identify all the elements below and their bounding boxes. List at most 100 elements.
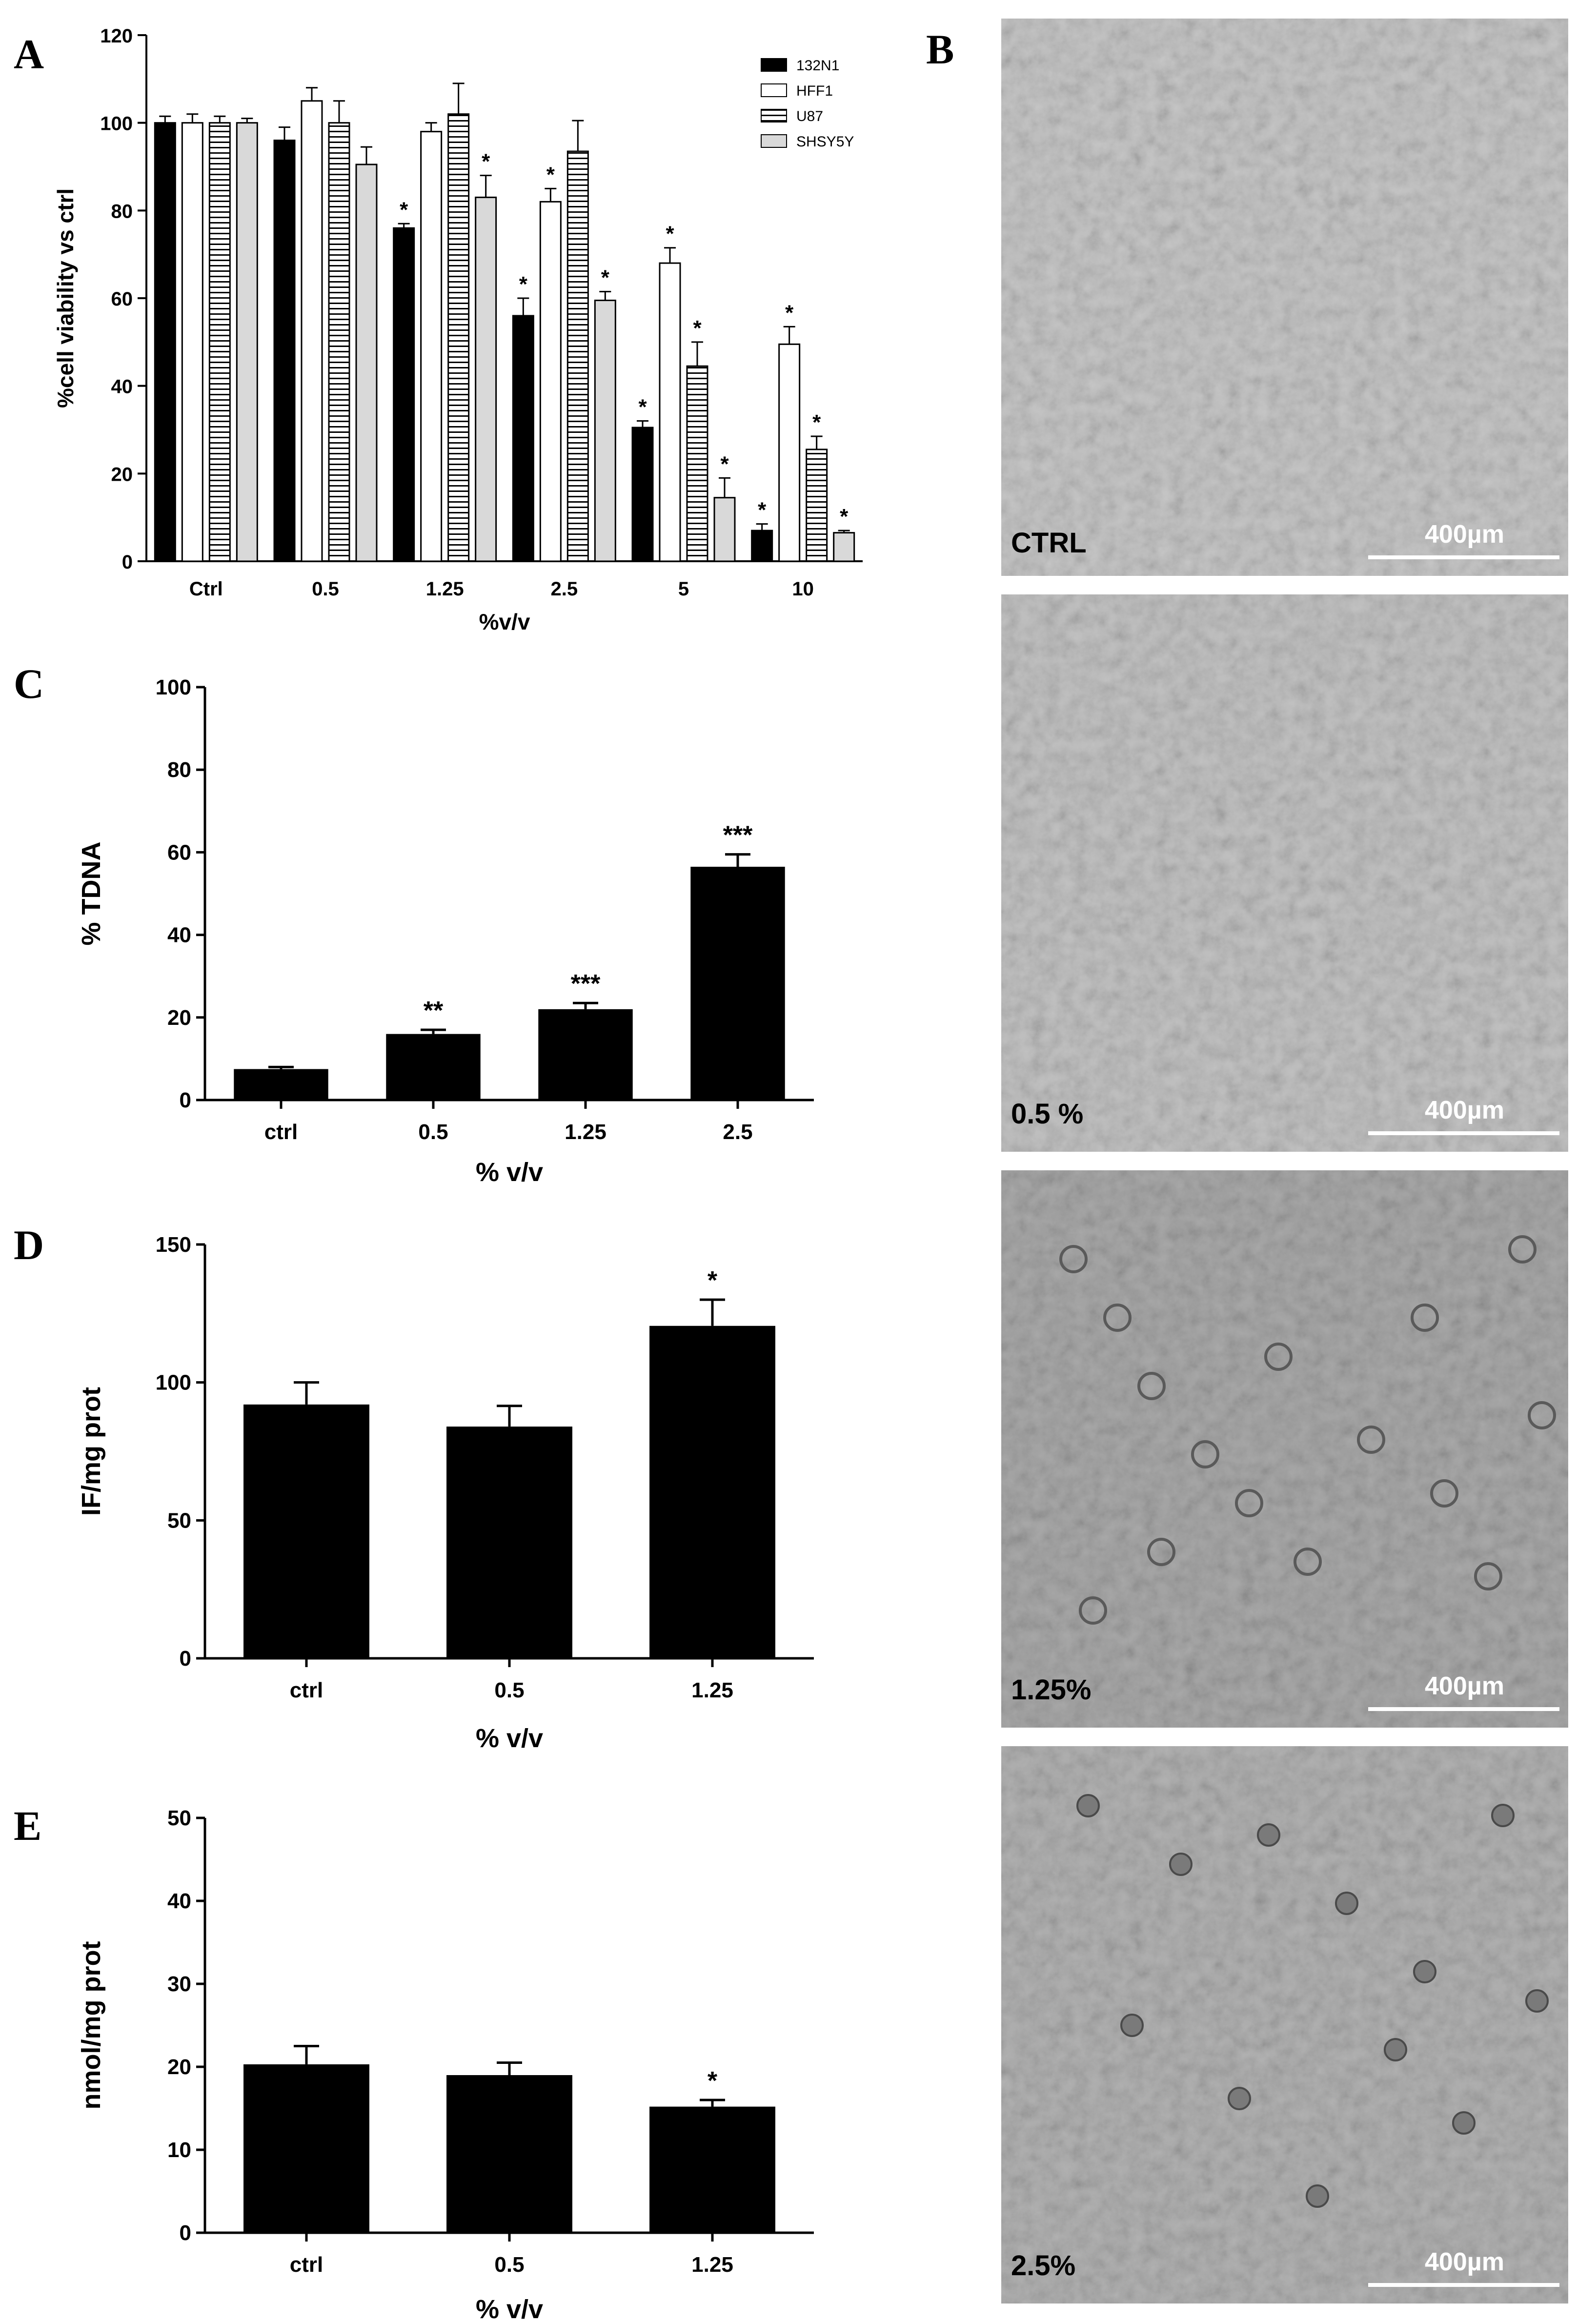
x-tick-label: 1.25 — [691, 2253, 733, 2277]
significance-mark: * — [812, 410, 821, 434]
y-tick-label: 0 — [122, 551, 133, 573]
bar — [243, 1404, 369, 1658]
legend-label: HFF1 — [796, 83, 833, 99]
legend-swatch — [761, 109, 787, 122]
chart-e-nmol: 0 10 20 30 40 50 nmol/mg prot % v/v ctrl 0.5 1.25 * — [77, 1806, 814, 2324]
bar — [539, 201, 562, 562]
micrograph-2-5-image — [1001, 1746, 1568, 2304]
y-tick-label: 40 — [167, 923, 191, 947]
bar — [208, 122, 231, 562]
micrograph-1-25-image — [1001, 1170, 1568, 1728]
y-tick-label: 20 — [167, 1006, 191, 1030]
micrograph-0-5-image — [1001, 594, 1568, 1152]
bar — [386, 1034, 481, 1100]
bar — [446, 2075, 572, 2233]
legend-swatch — [761, 134, 787, 148]
x-axis-label: % v/v — [476, 2295, 543, 2324]
scale-bar-label: 400µm — [1425, 520, 1504, 549]
scale-bar-label: 400µm — [1425, 2248, 1504, 2276]
bar — [393, 227, 415, 562]
x-tick-label: Ctrl — [189, 578, 223, 600]
x-tick-label: 0.5 — [494, 1678, 524, 1702]
bar — [751, 530, 773, 562]
micrograph-ctrl: CTRL 400µm — [1001, 19, 1568, 576]
chart-c-tdna: 0 20 40 60 80 100 % TDNA % v/v ctrl 0.5 ** 1.25 *** 2… — [77, 675, 814, 1187]
micrograph-1-25: 1.25% 400µm — [1001, 1170, 1568, 1728]
legend-label: 132N1 — [796, 58, 839, 74]
significance-mark: * — [785, 301, 794, 325]
bar — [686, 365, 708, 562]
x-tick-label: 1.25 — [691, 1678, 733, 1702]
y-tick-label: 0 — [180, 2221, 191, 2245]
rounded-cells — [1076, 1794, 1549, 2208]
scale-bar-label: 400µm — [1425, 1672, 1504, 1700]
y-tick-label: 50 — [167, 1806, 191, 1830]
bar — [806, 448, 828, 562]
bar — [594, 299, 616, 562]
y-axis-label: IF/mg prot — [77, 1387, 106, 1516]
x-tick-label: 0.5 — [494, 2253, 524, 2277]
panel-letter-e: E — [14, 1802, 41, 1849]
x-tick-label: ctrl — [290, 1678, 323, 1702]
micrograph-2-5: 2.5% 400µm — [1001, 1746, 1568, 2304]
y-tick-label: 40 — [111, 376, 133, 398]
micrograph-0-5: 0.5 % 400µm — [1001, 594, 1568, 1152]
y-tick-label: 30 — [167, 1972, 191, 1996]
micrograph-ctrl-label: CTRL — [1011, 527, 1087, 559]
x-tick-label: 5 — [678, 578, 689, 600]
bar — [446, 1427, 572, 1658]
significance-mark: * — [693, 316, 702, 340]
y-tick-label: 100 — [156, 1371, 191, 1395]
x-tick-label: 10 — [792, 578, 814, 600]
significance-mark: ** — [424, 997, 444, 1025]
significance-mark: *** — [571, 970, 601, 998]
legend-swatch — [761, 83, 787, 97]
bar — [273, 140, 296, 562]
x-axis-label: %v/v — [479, 609, 530, 634]
bar — [328, 122, 350, 562]
legend-swatch — [761, 58, 787, 72]
y-tick-label: 100 — [156, 675, 191, 699]
x-tick-label: 0.5 — [418, 1120, 448, 1144]
y-tick-label: 0 — [180, 1647, 191, 1671]
bar — [713, 497, 736, 562]
bar — [649, 2106, 775, 2233]
bar — [355, 163, 378, 562]
x-axis-label: % v/v — [476, 1158, 543, 1187]
bar — [301, 100, 323, 562]
legend-label: SHSY5Y — [796, 134, 854, 150]
x-tick-label: ctrl — [290, 2253, 323, 2277]
micrograph-ctrl-image — [1001, 19, 1568, 576]
y-axis-label: % TDNA — [77, 842, 106, 946]
micrograph-0-5-label: 0.5 % — [1011, 1098, 1083, 1130]
y-tick-label: 120 — [100, 25, 133, 47]
bar — [154, 122, 176, 562]
significance-mark: * — [400, 198, 408, 222]
significance-mark: * — [720, 452, 729, 476]
x-tick-label: 1.25 — [565, 1120, 607, 1144]
panel-letter-b: B — [926, 26, 954, 73]
bar — [234, 1069, 328, 1100]
bar — [778, 343, 801, 562]
bar — [420, 131, 443, 562]
y-tick-label: 60 — [111, 288, 133, 310]
y-tick-label: 50 — [167, 1509, 191, 1532]
legend-label: U87 — [796, 108, 823, 124]
significance-mark: * — [708, 1266, 718, 1295]
y-axis-label: %cell viability vs ctrl — [53, 188, 78, 408]
bar — [475, 196, 497, 562]
rounded-cells — [1059, 1235, 1556, 1625]
micrograph-2-5-label: 2.5% — [1011, 2250, 1075, 2282]
significance-mark: * — [546, 163, 555, 186]
y-tick-label: 60 — [167, 840, 191, 864]
significance-mark: * — [666, 222, 674, 246]
x-tick-label: 2.5 — [723, 1120, 752, 1144]
panel-letter-a: A — [14, 31, 44, 78]
y-tick-label: 80 — [111, 201, 133, 222]
bar — [538, 1009, 633, 1100]
chart-d-if: 0 50 100 150 IF/mg prot % v/v ctrl 0.5 1.25 * — [77, 1233, 814, 1753]
bar — [236, 122, 258, 562]
significance-mark: * — [519, 272, 528, 296]
significance-mark: * — [708, 2067, 718, 2095]
